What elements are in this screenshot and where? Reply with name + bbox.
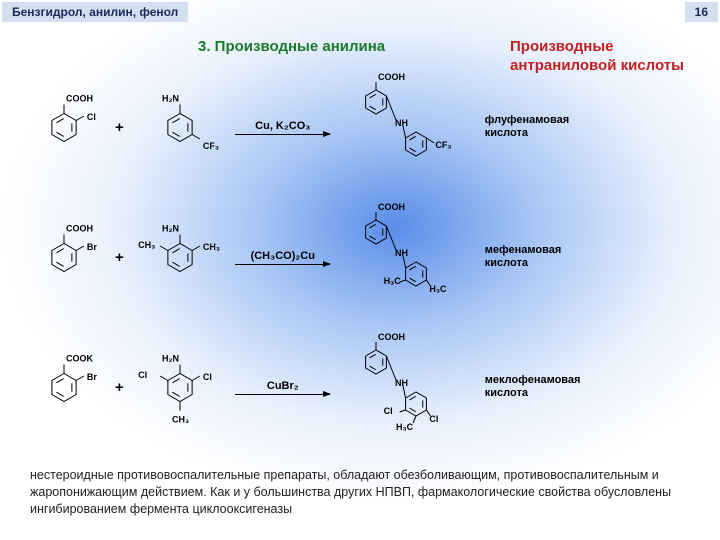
svg-text:COOH: COOH: [378, 72, 405, 82]
reaction-row: COOH Br + H₂N CH₃ CH₃ (CH₃CO)₂Cu COOH NH H₃C H₃C м…: [24, 202, 689, 312]
svg-text:CH₃: CH₃: [203, 242, 220, 252]
header-left: Бензгидрол, анилин, фенол: [2, 2, 188, 22]
svg-text:Cl: Cl: [203, 372, 212, 382]
reaction-arrow: (CH₃CO)₂Cu: [233, 250, 333, 265]
svg-text:CH₃: CH₃: [172, 414, 189, 424]
molecule: H₂N CF₃: [135, 85, 225, 170]
svg-text:Cl: Cl: [87, 112, 96, 122]
svg-text:COOH: COOH: [66, 223, 93, 233]
page-number: 16: [685, 2, 718, 22]
reaction-row: COOK Br + H₂N Cl Cl CH₃ CuBr₂ COOH NH Cl Cl H₃C мекл…: [24, 332, 689, 442]
product-name: меклофенамоваякислота: [485, 374, 581, 400]
svg-text:H₃C: H₃C: [396, 422, 414, 432]
svg-text:H₃C: H₃C: [383, 276, 401, 286]
svg-text:H₃C: H₃C: [429, 284, 447, 294]
svg-text:COOK: COOK: [66, 353, 94, 363]
reaction-row: COOH Cl + H₂N CF₃ Cu, K₂CO₃ COOH NH CF₃ флуфенам…: [24, 72, 689, 182]
molecule: COOH Br: [24, 220, 104, 295]
molecule: COOH Cl: [24, 90, 104, 165]
plus-sign: +: [112, 249, 127, 266]
molecule: H₂N Cl Cl CH₃: [135, 345, 225, 430]
subtitle: Производные антраниловой кислоты: [510, 38, 710, 76]
svg-text:COOH: COOH: [66, 93, 93, 103]
reagent-label: (CH₃CO)₂Cu: [251, 250, 315, 262]
svg-text:Br: Br: [87, 372, 97, 382]
svg-text:H₂N: H₂N: [162, 223, 179, 233]
svg-text:Cl: Cl: [429, 414, 438, 424]
reaction-arrow: CuBr₂: [233, 380, 333, 395]
molecule: H₂N CH₃ CH₃: [135, 215, 225, 300]
reaction-schemes: COOH Cl + H₂N CF₃ Cu, K₂CO₃ COOH NH CF₃ флуфенам…: [24, 72, 689, 462]
svg-text:Cl: Cl: [138, 370, 147, 380]
svg-text:CF₃: CF₃: [435, 140, 451, 150]
svg-text:H₂N: H₂N: [162, 353, 179, 363]
svg-text:Cl: Cl: [383, 406, 392, 416]
section-title: 3. Производные анилина: [198, 38, 385, 55]
reagent-label: CuBr₂: [267, 380, 299, 392]
plus-sign: +: [112, 379, 127, 396]
reagent-label: Cu, K₂CO₃: [255, 120, 310, 132]
svg-text:NH: NH: [395, 378, 408, 388]
product-molecule: COOH NH CF₃: [341, 72, 471, 182]
svg-text:NH: NH: [395, 118, 408, 128]
svg-text:H₂N: H₂N: [162, 93, 179, 103]
svg-text:Br: Br: [87, 242, 97, 252]
product-molecule: COOH NH Cl Cl H₃C: [341, 332, 471, 442]
reaction-arrow: Cu, K₂CO₃: [233, 120, 333, 135]
svg-text:NH: NH: [395, 248, 408, 258]
svg-text:CF₃: CF₃: [203, 141, 219, 151]
molecule: COOK Br: [24, 350, 104, 425]
svg-text:COOH: COOH: [378, 332, 405, 342]
product-name: мефенамоваякислота: [485, 244, 561, 270]
svg-text:COOH: COOH: [378, 202, 405, 212]
product-molecule: COOH NH H₃C H₃C: [341, 202, 471, 312]
footer-text: нестероидные противовоспалительные препа…: [30, 467, 690, 518]
plus-sign: +: [112, 119, 127, 136]
svg-text:CH₃: CH₃: [138, 240, 155, 250]
product-name: флуфенамоваякислота: [485, 114, 569, 140]
